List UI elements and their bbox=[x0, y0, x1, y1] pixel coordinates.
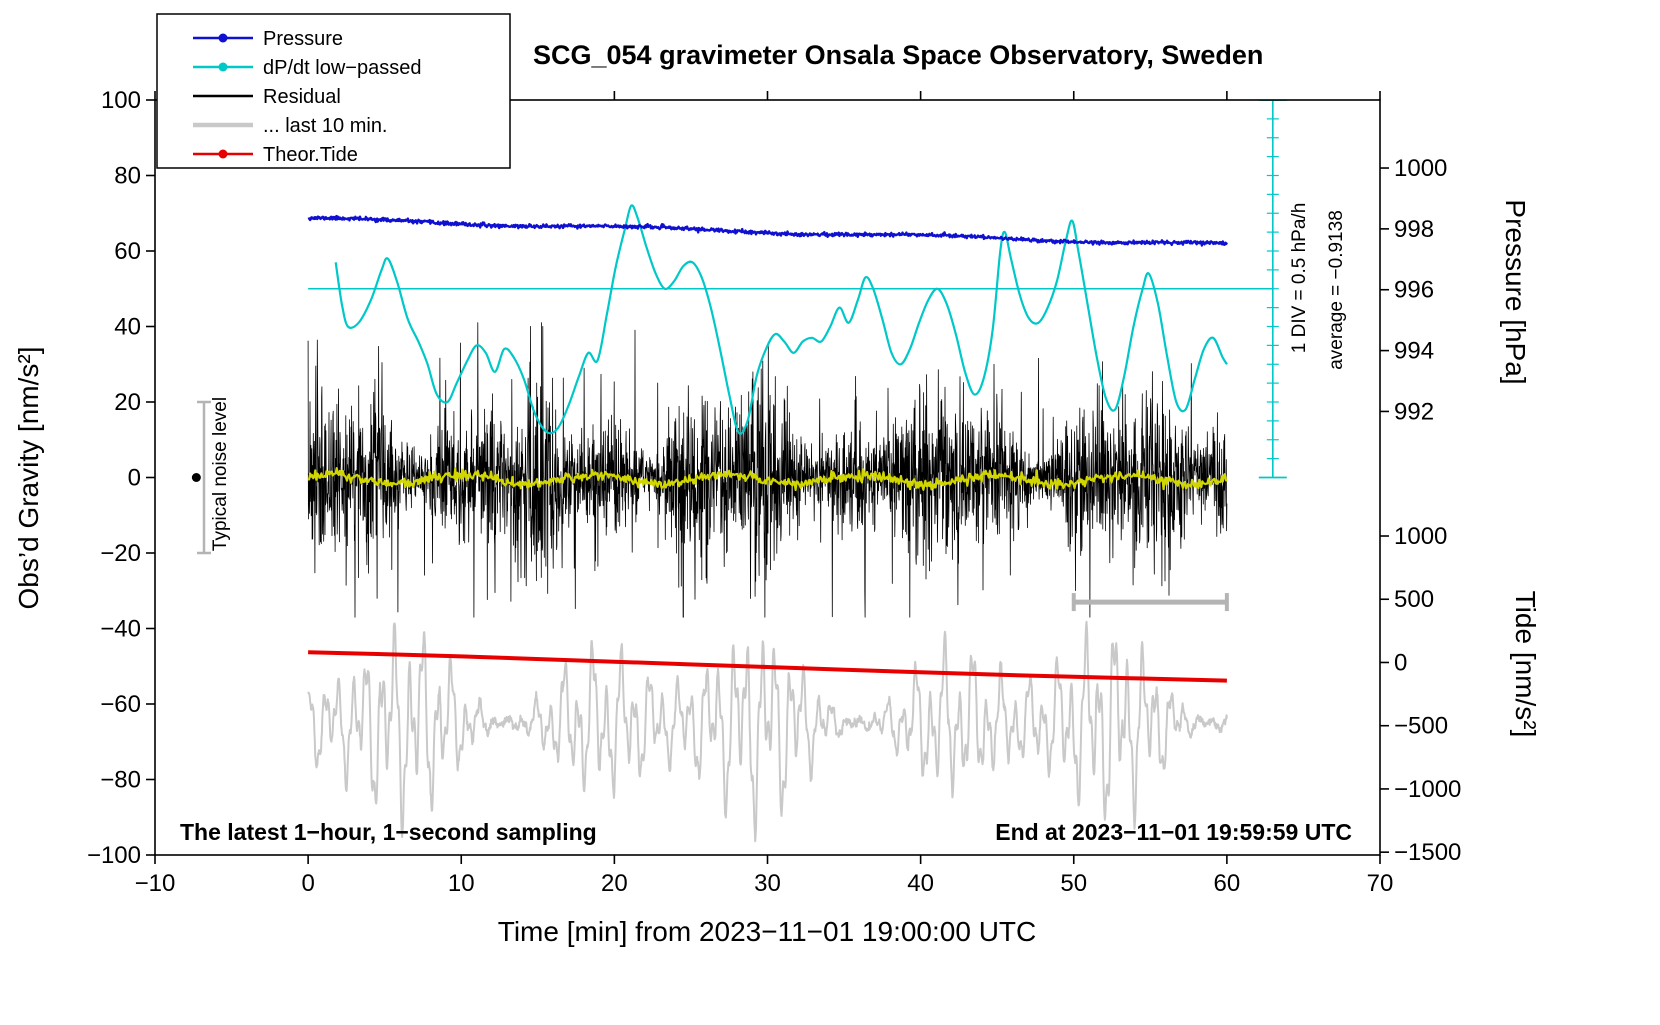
chart-title: SCG_054 gravimeter Onsala Space Observat… bbox=[533, 40, 1263, 70]
y-left-tick-label: −60 bbox=[100, 691, 141, 718]
y-pressure-axis-label: Pressure [hPa] bbox=[1500, 199, 1531, 384]
series-residual bbox=[307, 322, 1228, 618]
x-tick-label: 30 bbox=[754, 870, 781, 897]
x-tick-label: 70 bbox=[1367, 870, 1394, 897]
y-pressure-tick-label: 1000 bbox=[1394, 155, 1447, 182]
y-tide-axis-label: Tide [nm/s²] bbox=[1510, 591, 1541, 738]
div-scale-annotation: 1 DIV = 0.5 hPa/h bbox=[1289, 203, 1310, 354]
x-tick-label: 20 bbox=[601, 870, 628, 897]
y-left-tick-label: 80 bbox=[114, 163, 141, 190]
y-tide-tick-label: 1000 bbox=[1394, 523, 1447, 550]
x-axis-label: Time [min] from 2023−11−01 19:00:00 UTC bbox=[498, 916, 1037, 947]
legend-item-pressure: Pressure bbox=[193, 28, 343, 50]
legend-label-dpdt: dP/dt low−passed bbox=[263, 57, 421, 79]
legend-marker-dot bbox=[218, 33, 228, 43]
x-tick-label: 60 bbox=[1214, 870, 1241, 897]
legend-item-theortide: Theor.Tide bbox=[193, 144, 358, 166]
legend-marker-dot bbox=[218, 149, 228, 159]
y-pressure-tick-label: 998 bbox=[1394, 216, 1434, 243]
y-left-tick-label: −80 bbox=[100, 767, 141, 794]
y-left-tick-label: −40 bbox=[100, 616, 141, 643]
average-annotation: average = −0.9138 bbox=[1326, 210, 1347, 370]
y-left-tick-label: 0 bbox=[128, 465, 141, 492]
plot-series-layer bbox=[191, 100, 1287, 843]
legend-marker-dot bbox=[218, 62, 228, 72]
x-tick-label: 10 bbox=[448, 870, 475, 897]
y-left-tick-label: 20 bbox=[114, 389, 141, 416]
legend: Pressure dP/dt low−passed Residual ... l… bbox=[156, 13, 511, 169]
y-tide-tick-label: −1500 bbox=[1394, 839, 1461, 866]
legend-label-pressure: Pressure bbox=[263, 28, 343, 50]
legend-item-residual: Residual bbox=[193, 86, 341, 108]
y-left-tick-label: −20 bbox=[100, 540, 141, 567]
y-left-tick-label: −100 bbox=[87, 842, 141, 869]
noise-bar-dot bbox=[191, 473, 201, 482]
legend-label-residual: Residual bbox=[263, 86, 341, 108]
series-dp-dt-low-passed bbox=[334, 204, 1228, 435]
y-tide-tick-label: 0 bbox=[1394, 649, 1407, 676]
y-pressure-tick-label: 992 bbox=[1394, 398, 1434, 425]
series-theor-tide bbox=[308, 650, 1227, 683]
y-tide-tick-label: −500 bbox=[1394, 713, 1448, 740]
y-tide-tick-label: 500 bbox=[1394, 586, 1434, 613]
x-tick-label: −10 bbox=[135, 870, 176, 897]
plot-frame-layer: −10 0 10 20 30 40 50 60 70−100−80−60−40−20020406… bbox=[87, 87, 1461, 897]
legend-item-dpdt: dP/dt low−passed bbox=[193, 57, 421, 79]
y-left-tick-label: 40 bbox=[114, 314, 141, 341]
x-tick-label: 40 bbox=[907, 870, 934, 897]
y-left-tick-label: 100 bbox=[101, 87, 141, 114]
legend-item-last10min: ... last 10 min. bbox=[193, 115, 388, 137]
legend-box bbox=[156, 13, 511, 169]
y-left-tick-label: 60 bbox=[114, 238, 141, 265]
y-pressure-tick-label: 994 bbox=[1394, 338, 1434, 365]
series-pressure bbox=[307, 214, 1228, 247]
y-left-axis-label: Obs’d Gravity [nm/s²] bbox=[13, 347, 44, 610]
legend-label-last10min: ... last 10 min. bbox=[263, 115, 388, 137]
series-residual-low-passed bbox=[307, 467, 1228, 492]
x-tick-label: 0 bbox=[301, 870, 314, 897]
end-time-note: End at 2023−11−01 19:59:59 UTC bbox=[995, 819, 1352, 845]
series-last-10-min bbox=[307, 620, 1228, 843]
sampling-note: The latest 1−hour, 1−second sampling bbox=[180, 819, 597, 845]
noise-level-label: Typical noise level bbox=[210, 397, 231, 551]
legend-label-theortide: Theor.Tide bbox=[263, 144, 358, 166]
y-pressure-tick-label: 996 bbox=[1394, 277, 1434, 304]
y-tide-tick-label: −1000 bbox=[1394, 776, 1461, 803]
x-tick-label: 50 bbox=[1060, 870, 1087, 897]
